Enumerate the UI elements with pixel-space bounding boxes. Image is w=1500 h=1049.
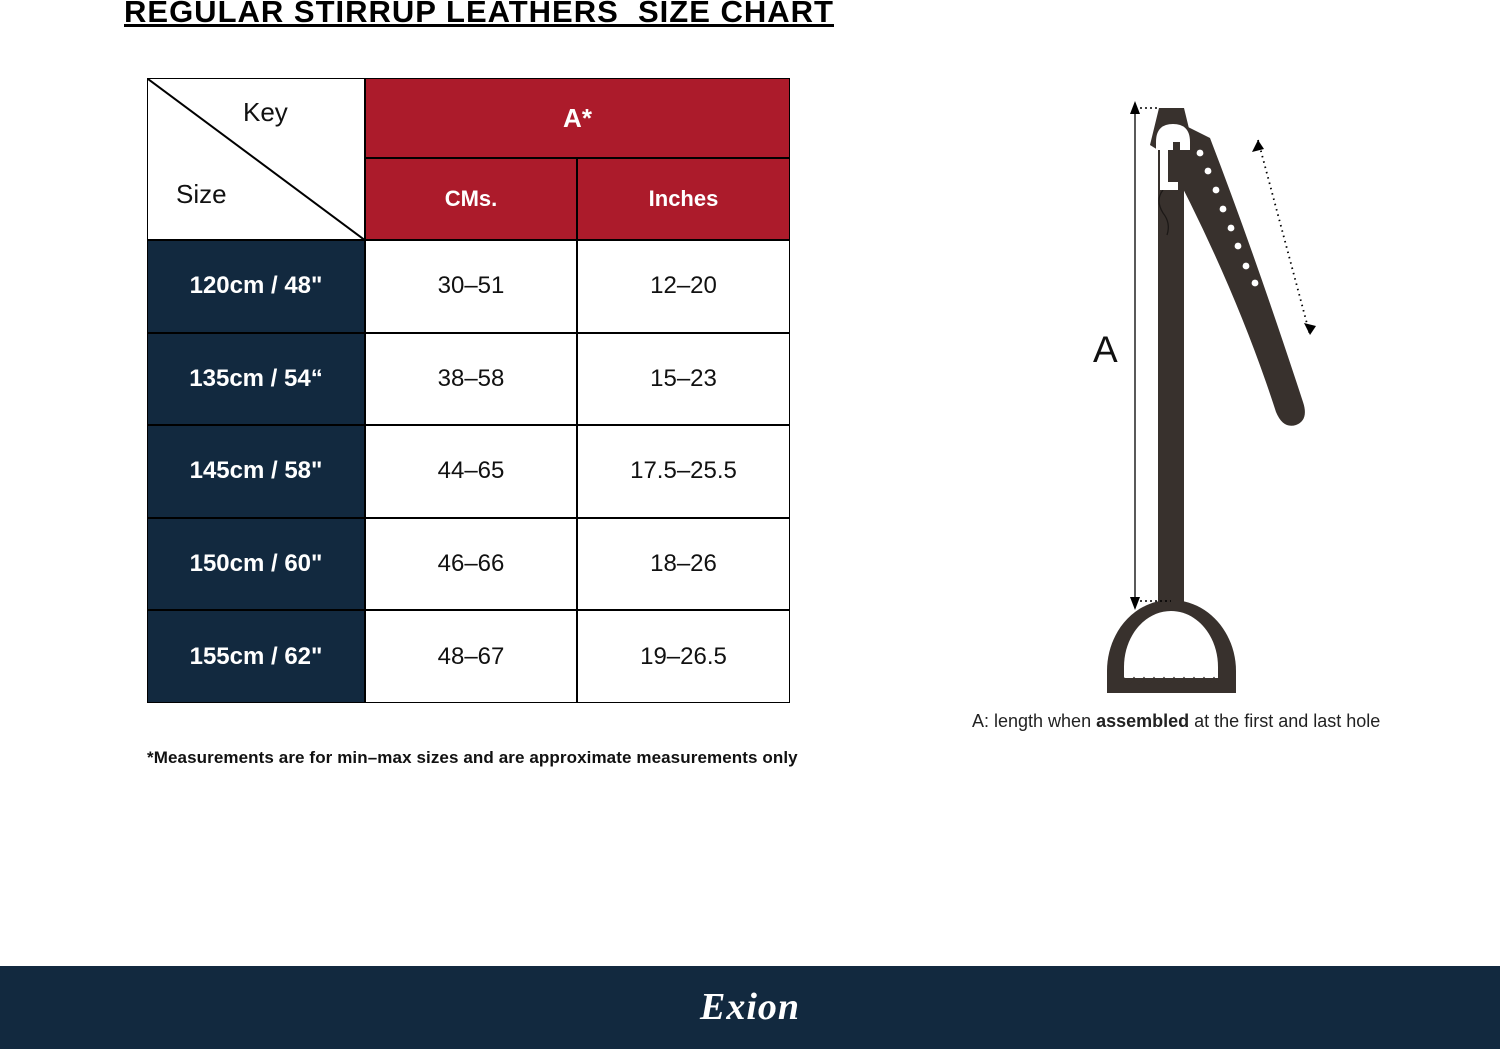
svg-text:A: A bbox=[1093, 329, 1118, 370]
